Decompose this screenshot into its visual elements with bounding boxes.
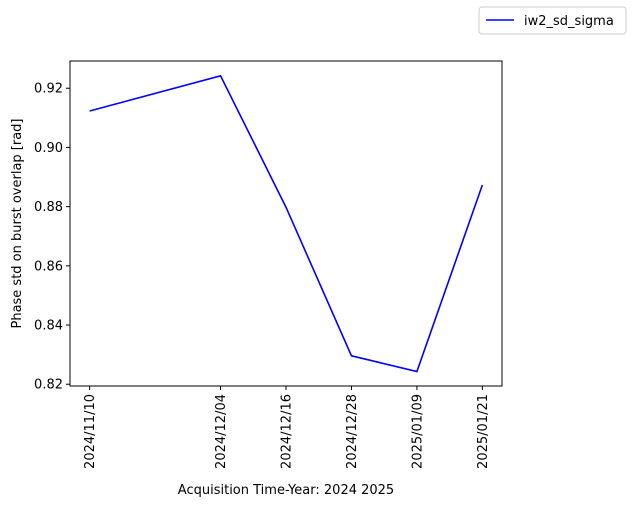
x-tick-label: 2024/12/04 (214, 394, 229, 469)
legend-box (478, 6, 627, 35)
plot-area: 0.820.840.860.880.900.92 2024/11/10 2024/… (34, 60, 503, 469)
series-line-iw2-sd-sigma (89, 74, 484, 373)
y-tick-label: 0.84 (34, 319, 63, 334)
x-tick-label: 2024/12/28 (345, 394, 360, 469)
y-tick-label: 0.86 (34, 259, 63, 274)
x-tick-label: 2024/11/10 (83, 394, 98, 469)
y-tick-label: 0.88 (34, 200, 63, 215)
y-tick-label: 0.90 (34, 141, 63, 156)
x-axis: 2024/11/10 2024/12/04 2024/12/16 2024/12/28… (83, 386, 491, 469)
y-tick-label: 0.82 (34, 378, 63, 393)
y-tick-label: 0.92 (34, 82, 63, 97)
x-tick-label: 2024/12/16 (280, 394, 295, 469)
x-axis-label: Acquisition Time-Year: 2024 2025 (178, 483, 394, 498)
x-tick-label: 2025/01/09 (410, 394, 425, 469)
legend-label-iw2-sd-sigma: iw2_sd_sigma (524, 14, 614, 29)
plot-frame (69, 60, 503, 387)
y-axis-label: Phase std on burst overlap [rad] (10, 118, 25, 328)
legend: iw2_sd_sigma (478, 6, 627, 35)
y-axis: 0.82 0.84 0.86 0.88 0.90 0.92 (34, 82, 70, 393)
x-tick-label: 2025/01/21 (476, 394, 491, 469)
